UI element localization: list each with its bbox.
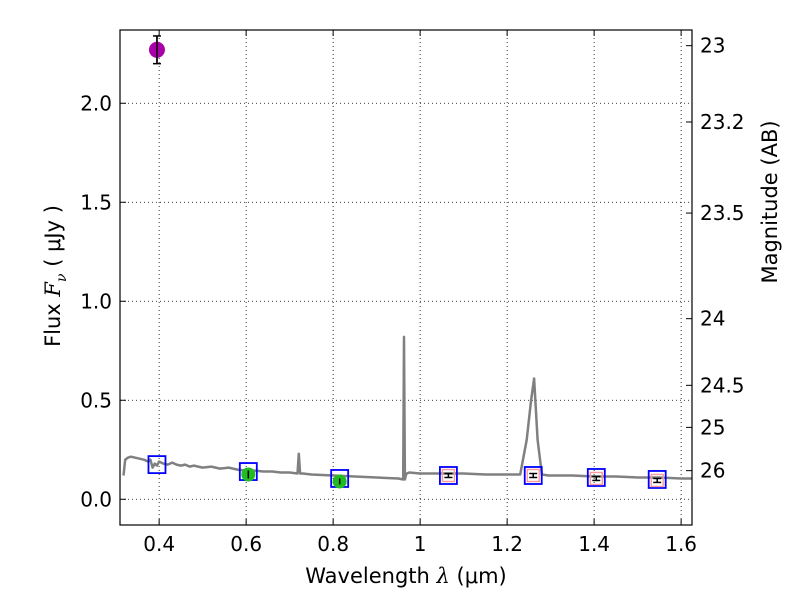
x-tick-label: 0.4 [143,532,175,556]
observed_ir_photometry-marker [441,468,456,483]
axis-ticks: 0.4 0.6 0.8 1 1.2 1.4 1.6 0.0 0.5 1.0 1.5 2.0 23 23.2… [80,30,745,556]
y-tick-label: 2.0 [80,91,112,115]
y-tick-label: 0.0 [80,487,112,511]
mag-tick-label: 23.2 [700,110,745,134]
model_photometry-marker [147,455,167,475]
mag-tick-label: 24 [700,307,725,331]
x-axis-label: Wavelength λ (μm) [305,564,506,588]
observed_ir_photometry-marker [526,468,540,483]
observed_ir_photometry-marker [589,471,604,486]
y-axis-label: Flux Fν ( μJy ) [41,205,70,347]
model_photometry-marker [439,466,458,485]
x-tick-label: 1.4 [578,532,610,556]
mag-tick-label: 25 [700,415,725,439]
model_photometry-marker [647,470,667,489]
series-layer [122,35,692,489]
mag-tick-label: 26 [700,459,725,483]
plot-frame [119,29,693,526]
y-tick-label: 1.0 [80,289,112,313]
x-tick-label: 1.2 [491,532,523,556]
x-tick-label: 0.8 [317,532,349,556]
mag-tick-label: 24.5 [700,373,745,397]
y2-axis-label: Magnitude (AB) [758,120,782,283]
model_photometry-marker [523,466,543,485]
x-tick-label: 1 [414,532,427,556]
mag-tick-label: 23.5 [700,201,745,225]
x-tick-label: 0.6 [230,532,262,556]
y-tick-label: 0.5 [80,388,112,412]
mag-tick-label: 23 [700,34,725,58]
model_photometry-marker [586,468,606,487]
y-tick-label: 1.5 [80,190,112,214]
grid-lines [120,30,692,525]
spectrum-line [122,335,692,481]
observed_ir_photometry-marker [650,473,664,488]
x-tick-label: 1.6 [665,532,697,556]
